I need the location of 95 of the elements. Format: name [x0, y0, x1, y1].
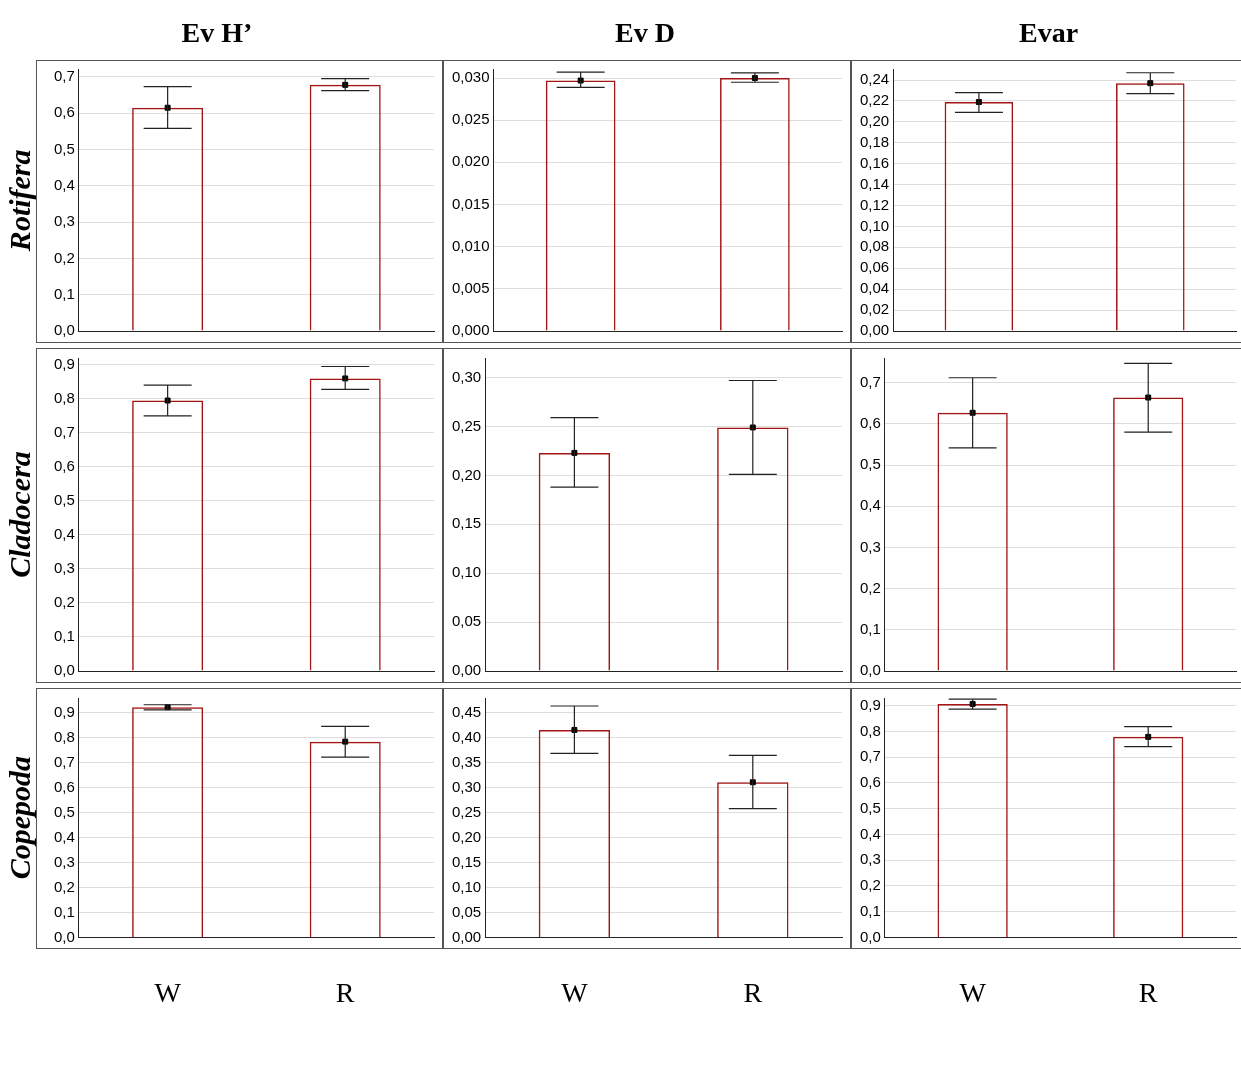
y-tick-label: 0,2 — [53, 593, 75, 611]
y-tick-label: 0,00 — [451, 661, 482, 679]
y-tick-label: 0,005 — [451, 278, 490, 296]
y-tick-label: 0,10 — [859, 216, 890, 234]
y-tick-label: 0,7 — [53, 752, 75, 770]
y-tick-label: 0,0 — [53, 927, 75, 945]
y-tick-label: 0,15 — [451, 514, 482, 532]
y-tick-label: 0,04 — [859, 279, 890, 297]
y-tick-label: 0,05 — [451, 612, 482, 630]
y-tick-label: 0,7 — [53, 67, 75, 84]
y-tick-label: 0,8 — [53, 728, 75, 746]
y-tick-label: 0,5 — [53, 802, 75, 820]
y-tick-label: 0,08 — [859, 237, 890, 255]
y-tick-label: 0,6 — [859, 773, 881, 791]
y-tick-label: 0,3 — [859, 537, 881, 555]
y-tick-label: 0,0 — [859, 927, 881, 945]
y-tick-label: 0,22 — [859, 91, 890, 109]
y-tick-label: 0,025 — [451, 110, 490, 128]
y-tick-label: 0,2 — [53, 248, 75, 266]
y-tick-label: 0,12 — [859, 195, 890, 213]
x-tick-label: W — [561, 976, 589, 1008]
chart-title: Ev D — [615, 17, 675, 49]
chart-title: Evar — [1018, 17, 1079, 49]
y-tick-label: 0,1 — [53, 284, 75, 302]
y-tick-label: 0,9 — [53, 703, 75, 721]
y-tick-label: 0,1 — [859, 901, 881, 919]
y-tick-label: 0,9 — [859, 695, 881, 713]
y-tick-label: 0,10 — [451, 563, 482, 581]
y-tick-label: 0,06 — [859, 258, 890, 276]
y-tick-label: 0,030 — [451, 68, 490, 86]
y-tick-label: 0,4 — [53, 827, 75, 845]
y-tick-label: 0,4 — [53, 525, 75, 543]
y-tick-label: 0,7 — [53, 422, 75, 440]
y-tick-label: 0,5 — [53, 139, 75, 157]
y-tick-label: 0,3 — [53, 852, 75, 870]
y-tick-label: 0,8 — [859, 721, 881, 739]
y-tick-label: 0,02 — [859, 300, 890, 318]
y-tick-label: 0,15 — [451, 852, 482, 870]
y-axis-title: Rotifera — [2, 149, 36, 253]
y-axis-title: Cladocera — [2, 451, 36, 578]
y-tick-label: 0,00 — [859, 321, 890, 339]
y-tick-label: 0,20 — [451, 465, 482, 483]
y-tick-label: 0,4 — [859, 496, 881, 514]
y-tick-label: 0,0 — [859, 661, 881, 679]
y-tick-label: 0,5 — [53, 491, 75, 509]
y-tick-label: 0,010 — [451, 236, 490, 254]
y-tick-label: 0,000 — [451, 321, 490, 339]
y-tick-label: 0,20 — [451, 827, 482, 845]
y-tick-label: 0,8 — [53, 388, 75, 406]
y-tick-label: 0,5 — [859, 455, 881, 473]
y-tick-label: 0,1 — [859, 619, 881, 637]
y-tick-label: 0,9 — [53, 354, 75, 372]
y-tick-label: 0,30 — [451, 777, 482, 795]
y-tick-label: 0,40 — [451, 728, 482, 746]
y-tick-label: 0,7 — [859, 747, 881, 765]
y-tick-label: 0,14 — [859, 174, 890, 192]
x-tick-label: W — [154, 976, 182, 1008]
y-tick-label: 0,015 — [451, 194, 490, 212]
y-tick-label: 0,35 — [451, 752, 482, 770]
x-tick-label: R — [335, 976, 355, 1008]
x-tick-label: W — [959, 976, 987, 1008]
y-tick-label: 0,4 — [859, 824, 881, 842]
y-tick-label: 0,6 — [53, 457, 75, 475]
y-tick-label: 0,00 — [451, 927, 482, 945]
chart-title: Ev H’ — [181, 17, 253, 49]
y-tick-label: 0,45 — [451, 703, 482, 721]
y-tick-label: 0,6 — [53, 103, 75, 121]
y-tick-label: 0,3 — [859, 850, 881, 868]
y-tick-label: 0,5 — [859, 798, 881, 816]
y-tick-label: 0,6 — [53, 777, 75, 795]
y-tick-label: 0,1 — [53, 627, 75, 645]
y-tick-label: 0,2 — [859, 876, 881, 894]
y-tick-label: 0,18 — [859, 132, 890, 150]
y-tick-label: 0,10 — [451, 877, 482, 895]
y-tick-label: 0,25 — [451, 802, 482, 820]
y-tick-label: 0,3 — [53, 559, 75, 577]
y-tick-label: 0,30 — [451, 367, 482, 385]
y-tick-label: 0,2 — [53, 877, 75, 895]
y-tick-label: 0,6 — [859, 414, 881, 432]
y-tick-label: 0,2 — [859, 578, 881, 596]
y-tick-label: 0,0 — [53, 661, 75, 679]
y-axis-title: Copepoda — [2, 756, 36, 880]
y-tick-label: 0,16 — [859, 153, 890, 171]
x-tick-label: R — [1138, 976, 1158, 1008]
y-tick-label: 0,4 — [53, 175, 75, 193]
y-tick-label: 0,020 — [451, 152, 490, 170]
y-tick-label: 0,25 — [451, 416, 482, 434]
y-tick-label: 0,0 — [53, 321, 75, 339]
y-tick-label: 0,24 — [859, 70, 890, 88]
y-tick-label: 0,20 — [859, 112, 890, 130]
y-tick-label: 0,3 — [53, 212, 75, 230]
x-tick-label: R — [743, 976, 763, 1008]
y-tick-label: 0,05 — [451, 902, 482, 920]
y-tick-label: 0,7 — [859, 372, 881, 390]
y-tick-label: 0,1 — [53, 902, 75, 920]
